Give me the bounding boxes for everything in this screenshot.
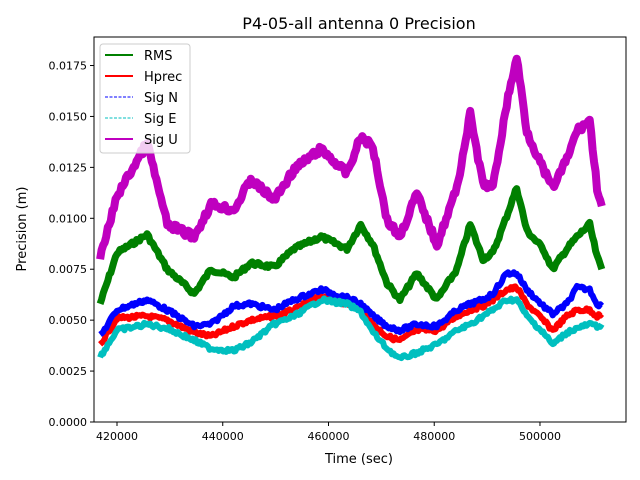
series-line-rms: [96, 185, 606, 305]
legend-label: Sig N: [144, 91, 178, 106]
y-tick-label: 0.0100: [49, 212, 88, 225]
x-tick-label: 420000: [96, 430, 138, 443]
y-tick-label: 0.0125: [49, 161, 88, 174]
chart-title: P4-05-all antenna 0 Precision: [242, 14, 475, 33]
y-tick-label: 0.0150: [49, 110, 88, 123]
y-tick-label: 0.0025: [49, 365, 88, 378]
x-tick-label: 480000: [413, 430, 455, 443]
axes-frame: [93, 36, 627, 423]
y-axis: 0.0000 0.0025 0.0050 0.0075 0.0100 0.0125 0.01…: [49, 60, 94, 429]
series-line-sig-e: [97, 295, 605, 362]
y-tick-label: 0.0050: [49, 314, 88, 327]
y-axis-label: Precision (m): [15, 187, 30, 272]
x-tick-label: 460000: [307, 430, 349, 443]
y-tick-label: 0.0000: [49, 416, 88, 429]
series-line-sig-n: [98, 269, 605, 337]
x-axis-label: Time (sec): [324, 452, 393, 467]
legend: RMS Hprec Sig N Sig E Sig U: [99, 43, 191, 154]
legend-label: Hprec: [144, 70, 182, 85]
y-tick-label: 0.0075: [49, 263, 88, 276]
legend-box: [99, 43, 191, 154]
x-tick-label: 500000: [519, 430, 561, 443]
x-axis: 420000 440000 460000 480000 500000: [96, 422, 561, 443]
legend-label: Sig U: [144, 133, 178, 148]
legend-label: Sig E: [144, 112, 176, 127]
legend-label: RMS: [144, 49, 173, 64]
series-group: [96, 54, 606, 362]
series-line-sig-u: [96, 54, 606, 260]
x-tick-label: 440000: [202, 430, 244, 443]
y-tick-label: 0.0175: [49, 60, 88, 73]
